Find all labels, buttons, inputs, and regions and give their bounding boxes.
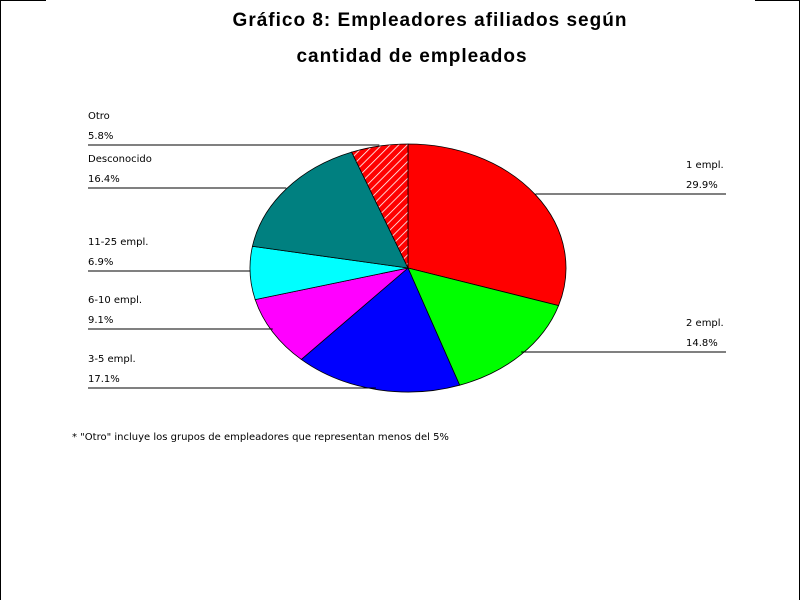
slice-value-desconocido: 16.4% [88,174,120,185]
chart-title-line-1: Gráfico 8: Empleadores afiliados según [232,10,628,31]
slice-label-desconocido: Desconocido [88,154,152,165]
pie-slice-6-10-empl [254,267,409,360]
slice-label-6-10-empl: 6-10 empl. [88,295,142,306]
slice-value-6-10-empl: 9.1% [88,315,113,326]
slice-value-11-25-empl: 6.9% [88,257,113,268]
slice-value-3-5-empl: 17.1% [88,374,120,385]
slice-label-otro: Otro [88,111,110,122]
slice-value-otro: 5.8% [88,131,113,142]
pie-slice-2-empl [407,267,560,386]
slice-value-2-empl: 14.8% [686,338,718,349]
pie-slice-1-empl [407,143,567,307]
pie-slice-3-5-empl [300,267,461,393]
frame-top-right-line [755,0,800,1]
slice-label-1-empl: 1 empl. [686,160,724,171]
pie-slice-otro [351,143,409,269]
chart-title-line-2: cantidad de empleados [296,46,528,67]
pie-slice-desconocido [251,151,409,269]
frame-left-line [0,0,1,600]
slice-value-1-empl: 29.9% [686,180,718,191]
slice-label-2-empl: 2 empl. [686,318,724,329]
slice-label-11-25-empl: 11-25 empl. [88,237,148,248]
slice-label-3-5-empl: 3-5 empl. [88,354,136,365]
footnote: * "Otro" incluye los grupos de empleador… [72,432,449,443]
frame-top-left-line [0,0,46,1]
